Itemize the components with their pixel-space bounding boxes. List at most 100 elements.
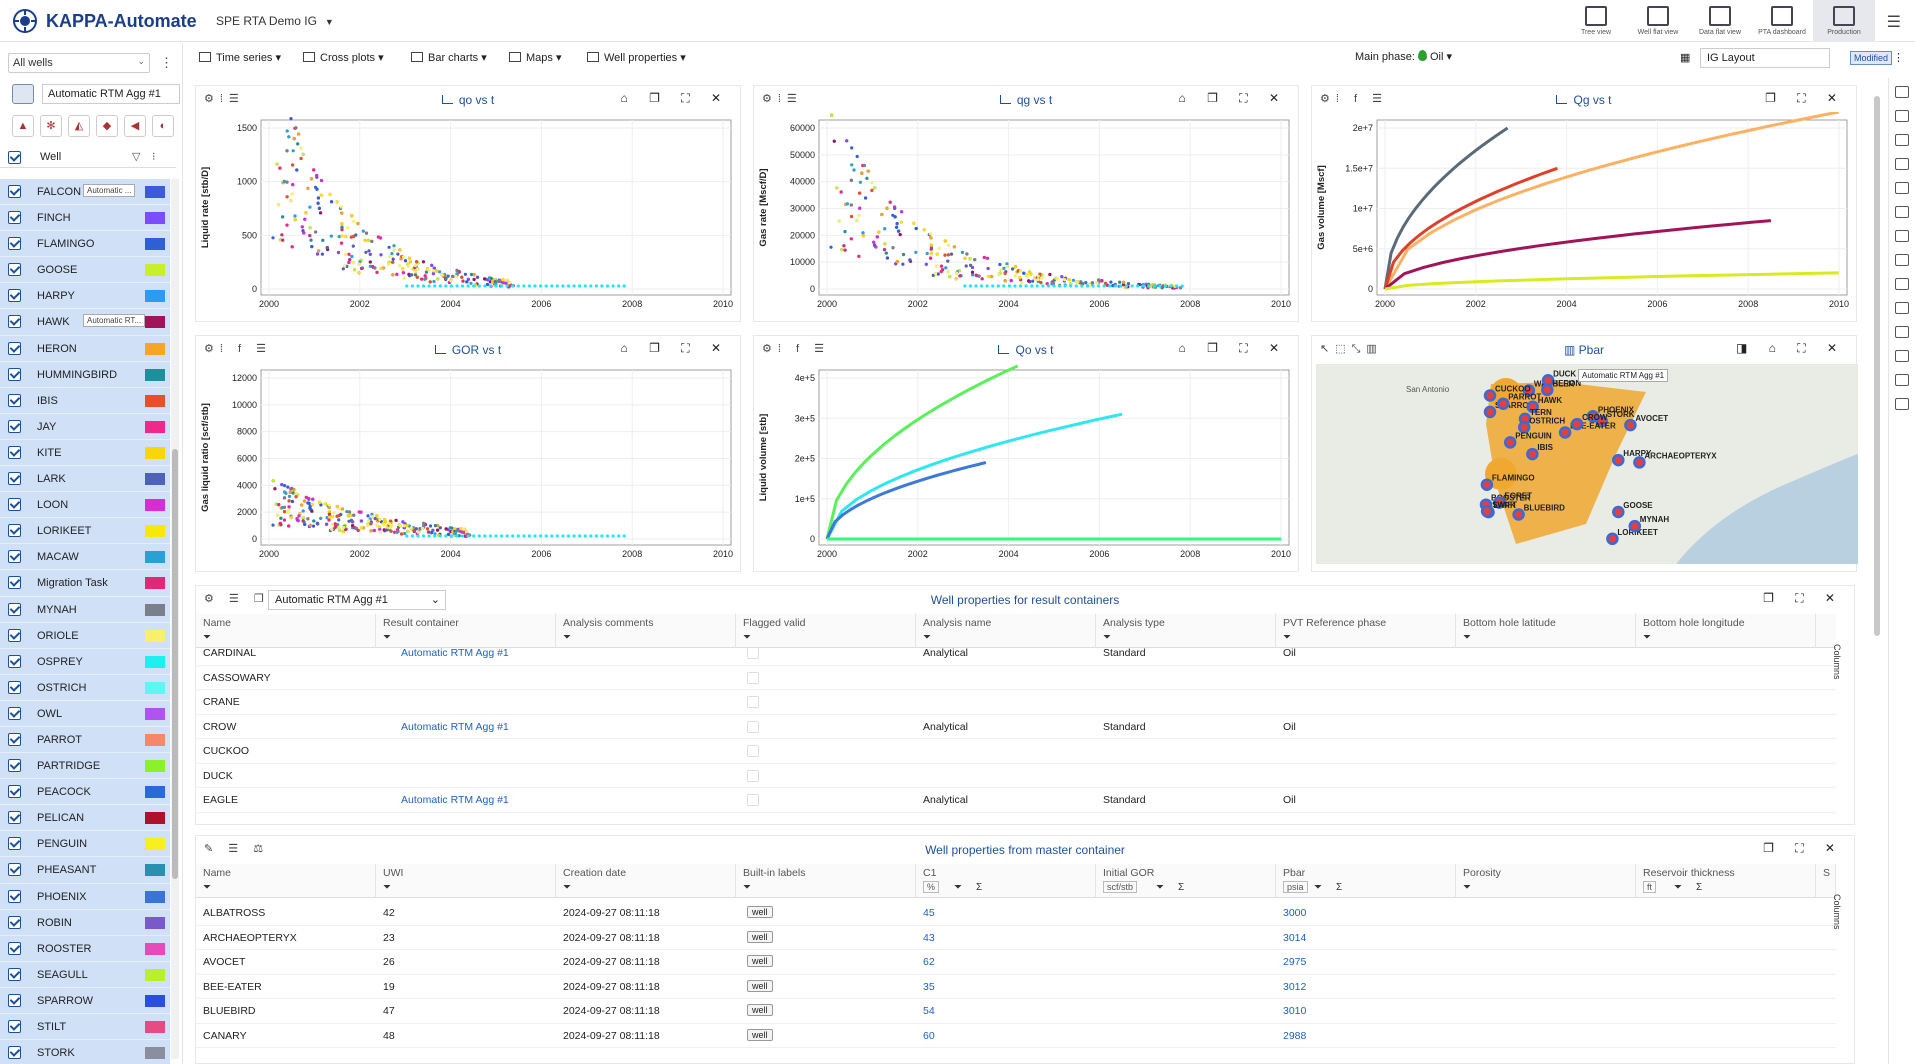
table-row[interactable]: ALBATROSS 42 2024-09-27 08:11:18 well 45 3000: [196, 901, 1836, 926]
flagged-valid-checkbox[interactable]: [747, 647, 759, 659]
label-pill[interactable]: well: [747, 955, 773, 967]
label-pill[interactable]: well: [747, 979, 773, 992]
table-row[interactable]: CASSOWARY: [196, 666, 1836, 690]
container-field[interactable]: Automatic RTM Agg #1: [42, 84, 180, 104]
well-checkbox[interactable]: [8, 237, 21, 251]
well-item[interactable]: PARTRIDGE: [0, 753, 170, 780]
app-logo[interactable]: KAPPA-Automate: [12, 8, 197, 34]
well-marker[interactable]: [1541, 383, 1554, 397]
table-window-controls[interactable]: ❐ ⛶ ✕: [1763, 841, 1844, 855]
chart-tools[interactable]: ⚙⁞☰: [762, 93, 803, 105]
home-icon[interactable]: [1895, 134, 1909, 146]
well-marker[interactable]: [1606, 532, 1619, 546]
layers-icon[interactable]: [1895, 206, 1909, 218]
diamond-icon[interactable]: ◆: [96, 115, 118, 137]
well-item[interactable]: MACAW: [0, 544, 170, 571]
column-header[interactable]: Porosity ⏷: [1456, 864, 1636, 898]
well-item[interactable]: OSTRICH: [0, 674, 170, 701]
sum-icon[interactable]: Σ: [1336, 882, 1343, 893]
column-header[interactable]: PVT Reference phase ⏷: [1276, 614, 1456, 648]
measure-icon[interactable]: [1895, 302, 1909, 314]
filter-icon[interactable]: ⏷: [923, 632, 931, 643]
well-color-swatch[interactable]: [145, 890, 165, 903]
label-pill[interactable]: well: [747, 1004, 773, 1016]
sum-icon[interactable]: Σ: [1178, 882, 1185, 893]
map-title[interactable]: ▥ Pbar: [1312, 343, 1856, 357]
column-header[interactable]: Built-in labels ⏷: [736, 864, 916, 898]
well-color-swatch[interactable]: [145, 1047, 165, 1060]
cell-c1[interactable]: 60: [923, 1029, 935, 1042]
well-color-swatch[interactable]: [145, 655, 165, 668]
well-item[interactable]: LOON: [0, 492, 170, 519]
column-header[interactable]: Initial GOR scf/stb ⏷ Σ: [1096, 864, 1276, 898]
chart-window-controls[interactable]: ⌂ ❐ ⛶ ✕: [1178, 91, 1288, 105]
well-checkbox[interactable]: [8, 967, 21, 981]
well-color-swatch[interactable]: [145, 420, 165, 433]
well-marker[interactable]: [1586, 410, 1600, 423]
main-scrollbar[interactable]: [1872, 80, 1882, 1060]
well-item[interactable]: HARPY: [0, 283, 170, 310]
well-item[interactable]: STORK: [0, 1040, 170, 1064]
flagged-valid-checkbox[interactable]: [747, 720, 759, 733]
filter-icon[interactable]: ⏷: [203, 632, 211, 643]
well-marker[interactable]: [1483, 405, 1497, 419]
well-checkbox[interactable]: [8, 524, 21, 538]
well-checkbox[interactable]: [8, 211, 21, 225]
filter-icon[interactable]: ⏷: [743, 882, 751, 893]
well-color-swatch[interactable]: [145, 525, 165, 538]
zoom-icon[interactable]: [1895, 254, 1909, 266]
well-marker[interactable]: [1512, 508, 1525, 521]
well-color-swatch[interactable]: [145, 838, 165, 851]
filter-icon[interactable]: ⏷: [1463, 632, 1471, 643]
cell-pbar[interactable]: 3012: [1283, 980, 1307, 993]
well-checkbox[interactable]: [8, 654, 21, 668]
well-item[interactable]: HAWK Automatic RT...: [0, 309, 170, 336]
well-checkbox[interactable]: [8, 367, 21, 381]
Qg-chart[interactable]: 2000 2002 2004 2006 2008 2010 0 5e+6 1e+7 1.5e+7 2…: [1312, 112, 1858, 323]
well-item[interactable]: STILT: [0, 1014, 170, 1041]
main-phase-select[interactable]: Main phase: Oil ▾: [1355, 50, 1452, 63]
filter-icon[interactable]: ⏷: [1156, 882, 1164, 893]
well-checkbox[interactable]: [8, 628, 21, 642]
column-header[interactable]: Creation date ⏷: [556, 864, 736, 898]
analysis-icon[interactable]: ◭: [68, 115, 90, 137]
well-checkbox[interactable]: [8, 315, 21, 329]
qo-chart[interactable]: 2000 2002 2004 2006 2008 2010 0 500 1000 1500 Liqu…: [196, 112, 742, 323]
well-color-swatch[interactable]: [145, 707, 165, 720]
scrollbar-thumb[interactable]: [172, 449, 178, 879]
well-properties-menu[interactable]: Well properties ▾: [587, 51, 686, 64]
column-header[interactable]: Flagged valid ⏷: [736, 614, 916, 648]
well-checkbox[interactable]: [8, 889, 21, 903]
label-pill[interactable]: well: [747, 906, 773, 918]
well-color-swatch[interactable]: [145, 916, 165, 929]
chart-title[interactable]: Qo vs t: [754, 343, 1298, 357]
well-item[interactable]: PENGUIN: [0, 831, 170, 858]
chart-tools[interactable]: ⚙⁞☰: [204, 93, 245, 105]
column-menu-icon[interactable]: ⁝: [152, 151, 156, 163]
well-marker[interactable]: [1480, 478, 1494, 491]
well-color-swatch[interactable]: [145, 316, 165, 329]
well-color-swatch[interactable]: [145, 1021, 165, 1033]
map-window-controls[interactable]: ◨ ⌂ ⛶ ✕: [1735, 341, 1846, 355]
well-checkbox[interactable]: [8, 915, 21, 929]
well-marker[interactable]: [1624, 418, 1637, 432]
cell-result-container[interactable]: Automatic RTM Agg #1: [401, 647, 509, 659]
eye-off-icon[interactable]: [1895, 110, 1909, 122]
well-item[interactable]: IBIS: [0, 387, 170, 414]
well-item[interactable]: PHEASANT: [0, 857, 170, 884]
column-header[interactable]: Reservoir thickness ft ⏷ Σ: [1636, 864, 1816, 898]
cell-c1[interactable]: 54: [923, 1005, 935, 1017]
column-header[interactable]: Name ⏷: [196, 864, 376, 898]
hand-icon[interactable]: [1895, 182, 1909, 194]
view-production[interactable]: Production: [1813, 0, 1875, 42]
label-pill[interactable]: well: [747, 1028, 773, 1041]
cell-result-container[interactable]: Automatic RTM Agg #1: [401, 794, 509, 806]
well-item[interactable]: GOOSE: [0, 257, 170, 284]
well-color-swatch[interactable]: [145, 212, 165, 225]
well-color-swatch[interactable]: [145, 733, 165, 746]
column-header[interactable]: Analysis type ⏷: [1096, 614, 1276, 648]
scrollbar-thumb[interactable]: [1874, 96, 1880, 636]
table-tools[interactable]: ⚙ ☰ ❐: [204, 593, 270, 605]
table-row[interactable]: CUCKOO: [196, 739, 1836, 764]
filter-icon[interactable]: ⏷: [203, 882, 211, 893]
